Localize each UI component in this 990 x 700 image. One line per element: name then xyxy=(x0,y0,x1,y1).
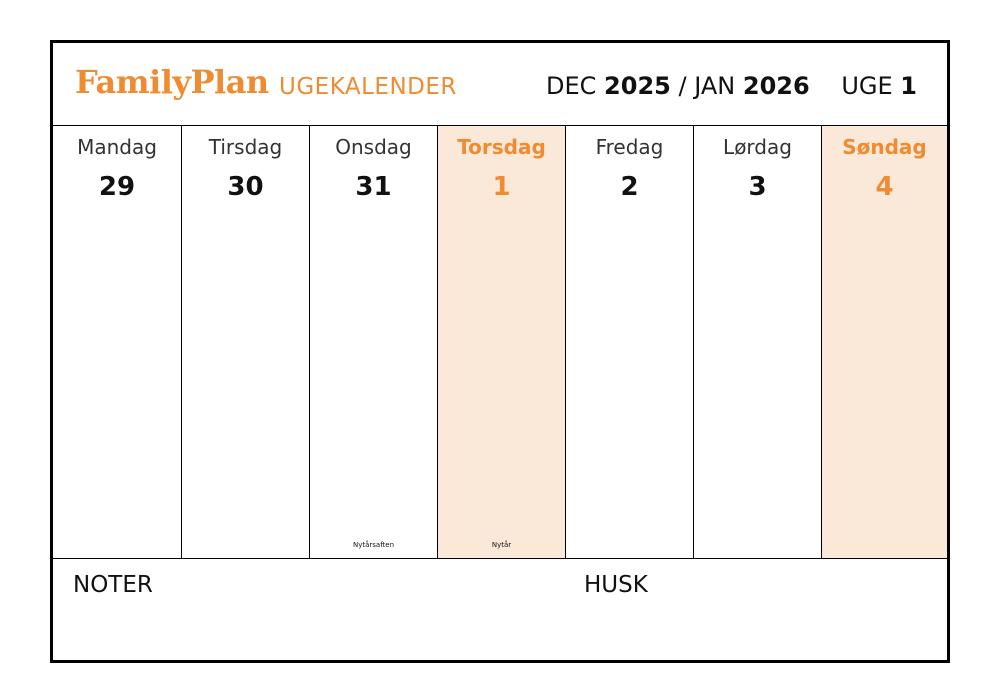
date-separator: / xyxy=(678,72,687,100)
day-name: Lørdag xyxy=(723,135,792,159)
day-name: Fredag xyxy=(595,135,664,159)
day-column-friday[interactable]: Fredag 2 xyxy=(566,126,694,558)
day-column-wednesday[interactable]: Onsdag 31 Nytårsaften xyxy=(310,126,438,558)
day-number: 1 xyxy=(492,172,511,202)
day-number: 31 xyxy=(355,172,392,202)
day-name: Tirsdag xyxy=(208,135,283,159)
calendar-header: FamilyPlan UGEKALENDER DEC 2025 / JAN 20… xyxy=(53,43,947,126)
notes-label: NOTER xyxy=(73,572,153,598)
holiday-label: Nytår xyxy=(491,541,512,549)
week-days: Mandag 29 Tirsdag 30 Onsdag 31 Nytårsaft… xyxy=(53,126,947,558)
day-name: Mandag xyxy=(77,135,157,159)
day-column-thursday[interactable]: Torsdag 1 Nytår xyxy=(438,126,566,558)
day-number: 29 xyxy=(98,172,136,202)
day-column-monday[interactable]: Mandag 29 xyxy=(53,126,182,558)
date-range: DEC 2025 / JAN 2026 UGE 1 xyxy=(546,72,917,100)
day-column-sunday[interactable]: Søndag 4 xyxy=(822,126,947,558)
day-number: 4 xyxy=(875,172,894,202)
day-number: 2 xyxy=(620,172,639,202)
holiday-label: Nytårsaften xyxy=(352,541,395,549)
remember-label: HUSK xyxy=(584,572,648,598)
day-number: 30 xyxy=(227,172,264,202)
week-label: UGE xyxy=(841,72,893,100)
brand-logo: FamilyPlan xyxy=(75,63,269,101)
day-number: 3 xyxy=(748,172,767,202)
month-start: DEC xyxy=(546,72,597,100)
day-column-tuesday[interactable]: Tirsdag 30 xyxy=(182,126,310,558)
year-end: 2026 xyxy=(742,72,810,100)
day-name: Onsdag xyxy=(335,135,412,159)
calendar-subtitle: UGEKALENDER xyxy=(279,74,457,100)
day-name: Søndag xyxy=(842,135,927,159)
month-end: JAN xyxy=(694,72,736,100)
year-start: 2025 xyxy=(604,72,671,100)
day-column-saturday[interactable]: Lørdag 3 xyxy=(694,126,822,558)
week-number: 1 xyxy=(900,72,917,100)
day-name: Torsdag xyxy=(457,135,546,159)
calendar-footer: NOTER HUSK xyxy=(53,558,947,661)
calendar-frame: FamilyPlan UGEKALENDER DEC 2025 / JAN 20… xyxy=(50,40,950,663)
